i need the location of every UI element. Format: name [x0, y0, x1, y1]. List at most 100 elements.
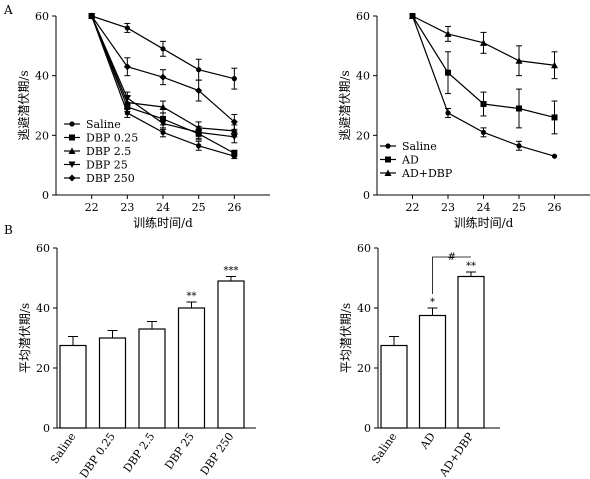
y-axis-title: 平均潜伏期/s: [18, 303, 32, 373]
x-tick-label: 24: [477, 201, 491, 214]
chart-b-right: 0 20 40 60 平均潜伏期/s Saline * AD ** AD+DBP #: [339, 242, 500, 479]
data-point: [231, 76, 237, 82]
y-axis-title: 逃避潜伏期/s: [17, 70, 31, 140]
x-tick-label: 26: [548, 201, 562, 214]
x-tick-label: 23: [441, 201, 455, 214]
y-tick-label: 60: [36, 242, 50, 255]
legend-label: DBP 25: [86, 159, 128, 172]
data-point: [159, 73, 167, 81]
data-point: [231, 150, 238, 157]
x-axis-title: 训练时间/d: [454, 215, 514, 230]
x-tick-label: 22: [85, 201, 99, 214]
series: [409, 13, 558, 159]
legend-label: AD+DBP: [401, 167, 453, 180]
legend-marker: [385, 143, 391, 149]
category-label: AD+DBP: [436, 430, 476, 479]
category-label: DBP 2.5: [121, 430, 158, 475]
legend-marker: [69, 121, 75, 127]
series: [409, 12, 558, 80]
data-point: [551, 153, 558, 159]
y-tick-label: 0: [43, 422, 50, 435]
data-point: [480, 129, 487, 135]
legend-label: Saline: [86, 118, 121, 131]
legend-item: Saline: [64, 118, 121, 131]
category-label: DBP 0.25: [77, 430, 118, 479]
x-tick-label: 24: [156, 201, 170, 214]
legend-item: DBP 0.25: [64, 132, 138, 145]
y-tick-label: 0: [42, 189, 49, 202]
legend-label: Saline: [402, 140, 437, 153]
data-point: [409, 12, 416, 19]
category-label: Saline: [48, 430, 79, 466]
data-point: [159, 103, 167, 110]
y-tick-label: 20: [35, 129, 49, 142]
bar: [98, 337, 127, 429]
significance-label: **: [187, 291, 197, 302]
data-point: [480, 101, 487, 108]
data-point: [480, 39, 487, 46]
series: [88, 13, 238, 144]
significance-label: *: [430, 297, 435, 308]
y-tick-label: 40: [356, 70, 370, 83]
y-tick-label: 60: [356, 10, 370, 23]
bar: [418, 314, 447, 429]
y-tick-label: 20: [357, 362, 371, 375]
legend-item: AD: [380, 154, 419, 167]
data-point: [196, 67, 202, 73]
data-point: [230, 133, 238, 141]
data-point: [123, 95, 131, 102]
data-point: [551, 61, 558, 69]
series: [89, 13, 238, 90]
data-point: [160, 129, 166, 135]
bracket-label: #: [448, 252, 456, 263]
y-tick-label: 20: [356, 129, 370, 142]
data-point: [160, 46, 166, 52]
category-label: DBP 250: [198, 430, 237, 477]
data-point: [444, 30, 452, 37]
y-tick-label: 60: [357, 242, 371, 255]
y-axis-title: 逃避潜伏期/s: [338, 70, 352, 140]
legend-marker: [68, 161, 76, 168]
data-point: [516, 143, 522, 149]
bar: [217, 280, 245, 429]
legend-marker: [68, 147, 76, 154]
category-label: Saline: [369, 430, 400, 466]
x-tick-label: 25: [512, 201, 526, 214]
x-axis-title: 训练时间/d: [133, 215, 193, 230]
y-tick-label: 40: [357, 302, 371, 315]
data-point: [551, 114, 558, 121]
x-tick-label: 23: [120, 201, 134, 214]
legend-item: DBP 25: [64, 159, 128, 172]
category-label: AD: [417, 430, 438, 452]
y-tick-label: 0: [363, 189, 370, 202]
y-axis-title: 平均潜伏期/s: [339, 303, 353, 373]
significance-label: ***: [224, 266, 239, 277]
x-tick-label: 26: [227, 201, 241, 214]
data-point: [196, 143, 202, 149]
legend-item: AD+DBP: [380, 167, 453, 180]
data-point: [195, 129, 203, 136]
data-point: [230, 118, 238, 126]
data-point: [159, 120, 167, 127]
y-tick-label: 40: [36, 302, 50, 315]
legend-marker: [385, 156, 391, 163]
y-tick-label: 60: [35, 10, 49, 23]
y-tick-label: 40: [35, 70, 49, 83]
bar: [177, 307, 206, 429]
data-point: [516, 105, 522, 112]
legend-item: DBP 2.5: [64, 145, 131, 158]
legend-label: DBP 2.5: [86, 145, 131, 158]
bar: [457, 275, 485, 429]
data-point: [445, 110, 451, 116]
chart-a-right: 0 20 40 60 22 23 24 25 26 训练时间/d 逃避潜伏期/s SalineADAD…: [338, 10, 590, 230]
data-point: [195, 87, 203, 95]
bar: [138, 328, 166, 429]
legend-label: DBP 250: [86, 172, 135, 185]
significance-bracket: [432, 256, 471, 294]
y-tick-label: 20: [36, 362, 50, 375]
data-point: [445, 69, 451, 76]
data-point: [123, 63, 131, 71]
